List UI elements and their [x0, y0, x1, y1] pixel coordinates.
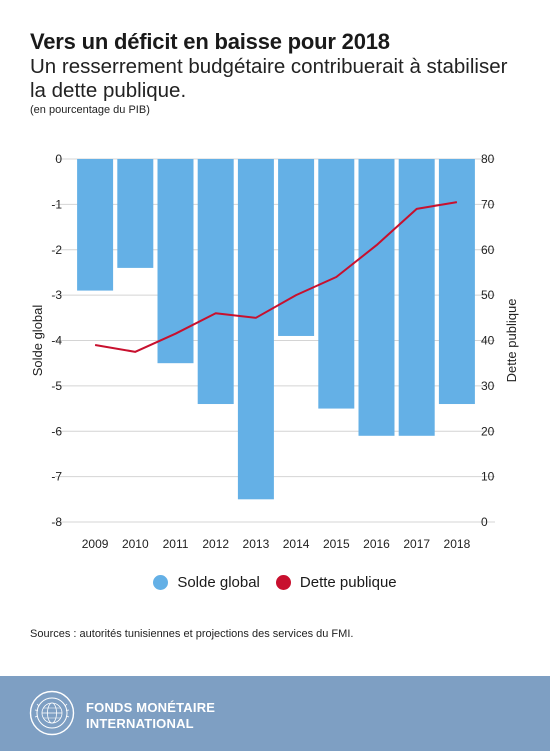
- x-tick-label: 2014: [283, 537, 310, 551]
- legend-label-solde: Solde global: [177, 574, 260, 591]
- y-tick-label-left: -7: [51, 470, 62, 484]
- legend-marker-solde: [153, 575, 169, 590]
- x-tick-label: 2009: [82, 537, 109, 551]
- legend-item-solde: Solde global: [153, 574, 260, 591]
- y-tick-label-left: 0: [55, 152, 62, 166]
- bar-solde-2016: [358, 159, 395, 436]
- y-tick-label-left: -2: [51, 243, 62, 257]
- source-note: Sources : autorités tunisiennes et proje…: [30, 628, 354, 640]
- y-tick-label-left: -8: [51, 515, 62, 529]
- imf-name-line1: FONDS MONÉTAIRE: [86, 700, 216, 715]
- chart-subtitle: Un resserrement budgétaire contribuerait…: [30, 55, 508, 102]
- x-tick-label: 2015: [323, 537, 350, 551]
- bar-solde-2011: [157, 159, 194, 364]
- y-tick-label-right: 20: [481, 424, 495, 438]
- x-tick-label: 2012: [202, 537, 229, 551]
- y-axis-title-right: Dette publique: [504, 299, 519, 383]
- y-tick-label-right: 50: [481, 288, 495, 302]
- y-tick-label-left: -5: [51, 379, 62, 393]
- legend-marker-dette: [275, 575, 291, 590]
- imf-seal-icon: [29, 690, 75, 736]
- x-tick-label: 2017: [403, 537, 430, 551]
- legend-item-dette: Dette publique: [275, 574, 397, 591]
- bar-solde-2015: [318, 159, 355, 409]
- bar-solde-2014: [278, 159, 315, 336]
- footer-banner: FONDS MONÉTAIRE INTERNATIONAL: [0, 676, 550, 751]
- x-tick-label: 2018: [444, 537, 471, 551]
- bar-solde-2009: [77, 159, 114, 291]
- imf-wordmark: FONDS MONÉTAIRE INTERNATIONAL: [86, 700, 215, 732]
- imf-name-line2: INTERNATIONAL: [86, 716, 194, 731]
- y-tick-label-right: 70: [481, 197, 495, 211]
- bar-solde-2013: [237, 159, 274, 500]
- y-tick-label-right: 60: [481, 243, 495, 257]
- y-tick-label-right: 10: [481, 470, 495, 484]
- y-tick-label-left: -4: [51, 334, 62, 348]
- chart-title: Vers un déficit en baisse pour 2018: [30, 29, 390, 54]
- y-tick-label-right: 80: [481, 152, 495, 166]
- bar-solde-2012: [197, 159, 234, 405]
- legend-label-dette: Dette publique: [299, 574, 397, 591]
- x-tick-label: 2016: [363, 537, 390, 551]
- y-tick-label-right: 30: [481, 379, 495, 393]
- bar-solde-2017: [398, 159, 435, 436]
- y-tick-label-right: 40: [481, 334, 495, 348]
- x-tick-label: 2011: [163, 537, 189, 551]
- y-tick-label-right: 0: [481, 515, 488, 529]
- line-dette-publique: [94, 201, 458, 353]
- x-tick-label: 2010: [122, 537, 149, 551]
- chart-legend: Solde global Dette publique: [0, 574, 550, 591]
- y-tick-label-left: -3: [51, 288, 62, 302]
- unit-note: (en pourcentage du PIB): [30, 104, 150, 116]
- y-tick-label-left: -6: [51, 424, 62, 438]
- bar-solde-2010: [117, 159, 154, 268]
- y-axis-title-left: Solde global: [30, 305, 45, 377]
- x-tick-label: 2013: [243, 537, 270, 551]
- y-tick-label-left: -1: [51, 197, 62, 211]
- bar-solde-2018: [438, 159, 475, 405]
